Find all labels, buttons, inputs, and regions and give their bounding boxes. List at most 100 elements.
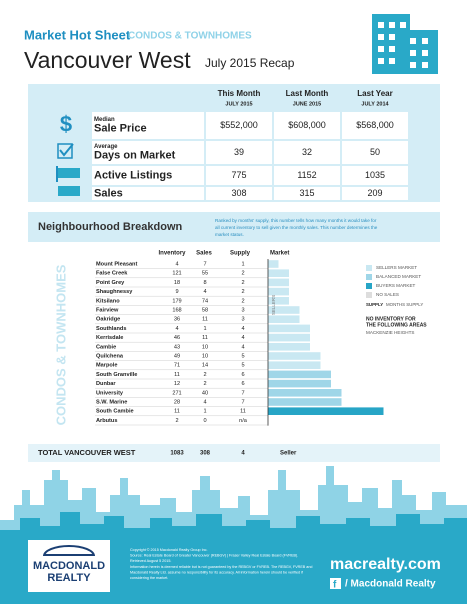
row-label: Sale Price bbox=[94, 122, 147, 134]
supply: 5 bbox=[241, 363, 244, 369]
area-name: South Cambie bbox=[96, 409, 134, 415]
logo-text: MACDONALD bbox=[33, 560, 105, 572]
label-cell bbox=[92, 166, 204, 185]
supply: 4 bbox=[241, 326, 244, 332]
legend-swatch bbox=[366, 274, 372, 280]
row-value: $552,000 bbox=[220, 120, 258, 130]
summary-table: This Month JULY 2015 Last Month JUNE 2015 La… bbox=[60, 89, 408, 200]
row-icon: $ bbox=[60, 111, 72, 136]
area-name: Dunbar bbox=[96, 381, 116, 387]
row-value: 209 bbox=[367, 188, 382, 198]
legend-label: BALANCED MARKET bbox=[376, 274, 421, 279]
sales: 2 bbox=[203, 372, 206, 378]
area-name: S.W. Marine bbox=[96, 399, 127, 405]
inventory: 11 bbox=[174, 409, 180, 415]
area-name: Oakridge bbox=[96, 317, 120, 323]
legend-label: SELLERS MARKET bbox=[376, 265, 417, 270]
breakdown-band bbox=[28, 212, 440, 242]
area-name: Quilchena bbox=[96, 353, 124, 359]
social: / Macdonald Realty bbox=[345, 579, 436, 590]
inventory: 11 bbox=[174, 372, 180, 378]
area-name: False Creek bbox=[96, 271, 128, 277]
row-value: 39 bbox=[234, 147, 244, 157]
no-inventory-title: THE FOLLOWING AREAS bbox=[366, 322, 427, 328]
area-name: Arbutus bbox=[96, 418, 117, 424]
period: July 2015 Recap bbox=[205, 56, 295, 70]
sales: 2 bbox=[203, 381, 206, 387]
supply: 4 bbox=[241, 335, 244, 341]
value-cell bbox=[274, 187, 340, 200]
column-header: Supply bbox=[230, 251, 251, 257]
row-value: $608,000 bbox=[288, 120, 326, 130]
row-value: 775 bbox=[231, 170, 246, 180]
inventory: 36 bbox=[174, 317, 180, 323]
row-label-small: Median bbox=[94, 117, 115, 123]
sales: 1 bbox=[203, 409, 206, 415]
supply: 2 bbox=[241, 271, 244, 277]
column-header: Inventory bbox=[158, 251, 186, 257]
area-name: Marpole bbox=[96, 363, 117, 369]
summary-icons bbox=[56, 143, 80, 196]
supply-bar bbox=[268, 379, 331, 388]
area-name: Kitsilano bbox=[96, 298, 120, 304]
legal-line: Retrieved August 5 2015. bbox=[130, 559, 171, 563]
column-label: Last Year bbox=[357, 89, 392, 98]
inventory: 71 bbox=[174, 363, 180, 369]
sales: 1 bbox=[203, 326, 206, 332]
sales: 55 bbox=[202, 271, 208, 277]
value-cell bbox=[206, 141, 272, 164]
legend-swatch bbox=[366, 283, 372, 289]
total-market: Seller bbox=[280, 451, 297, 457]
sales: 10 bbox=[202, 344, 208, 350]
value-cell bbox=[206, 166, 272, 185]
description: market status. bbox=[215, 232, 244, 237]
inventory: 18 bbox=[174, 280, 180, 286]
area-name: Point Grey bbox=[96, 280, 125, 286]
social-icon-letter: f bbox=[333, 580, 337, 591]
supply: 3 bbox=[241, 307, 244, 313]
supply-bar bbox=[268, 287, 289, 296]
total-row: TOTAL VANCOUVER WEST 1083 308 4 Seller bbox=[38, 448, 297, 457]
column-label: Last Month bbox=[286, 89, 329, 98]
inventory: 179 bbox=[172, 298, 181, 304]
value-cell bbox=[342, 141, 408, 164]
row-label: Sales bbox=[94, 187, 123, 199]
side-label: CONDOS & TOWNHOMES bbox=[53, 264, 68, 425]
sales: 58 bbox=[202, 307, 208, 313]
website: macrealty.com bbox=[330, 556, 441, 573]
legend-label: BUYERS MARKET bbox=[376, 283, 416, 288]
sales: 74 bbox=[202, 298, 208, 304]
area-name: Cambie bbox=[96, 344, 116, 350]
value-cell bbox=[342, 187, 408, 200]
logo-text: REALTY bbox=[47, 572, 91, 584]
inventory: 121 bbox=[172, 271, 181, 277]
column-label: This Month bbox=[218, 89, 261, 98]
supply: 1 bbox=[241, 261, 244, 267]
total-supply: 4 bbox=[241, 451, 245, 457]
row-value: 1035 bbox=[365, 170, 385, 180]
row-value: 50 bbox=[370, 147, 380, 157]
area-name: Shaughnessy bbox=[96, 289, 133, 295]
column-header: Sales bbox=[196, 251, 212, 257]
inventory: 4 bbox=[175, 326, 178, 332]
supply-bar bbox=[268, 343, 310, 351]
skyline bbox=[0, 466, 467, 604]
no-inventory-area: MACKENZIE HEIGHTS bbox=[366, 330, 415, 335]
inventory: 2 bbox=[175, 418, 178, 424]
supply: 7 bbox=[241, 390, 244, 396]
legend-swatch bbox=[366, 292, 372, 298]
label-cell bbox=[92, 112, 204, 139]
row-value: 32 bbox=[302, 147, 312, 157]
row-value: 308 bbox=[231, 188, 246, 198]
sales: 40 bbox=[202, 390, 208, 396]
supply-bar bbox=[268, 398, 342, 406]
supply: 6 bbox=[241, 381, 244, 387]
inventory: 49 bbox=[174, 353, 180, 359]
area-name: Kerrisdale bbox=[96, 335, 123, 341]
sales: 10 bbox=[202, 353, 208, 359]
legal-line: Source: Real Estate Board of Greater Van… bbox=[130, 554, 298, 558]
value-cell bbox=[342, 112, 408, 139]
supply: n/a bbox=[239, 418, 248, 424]
